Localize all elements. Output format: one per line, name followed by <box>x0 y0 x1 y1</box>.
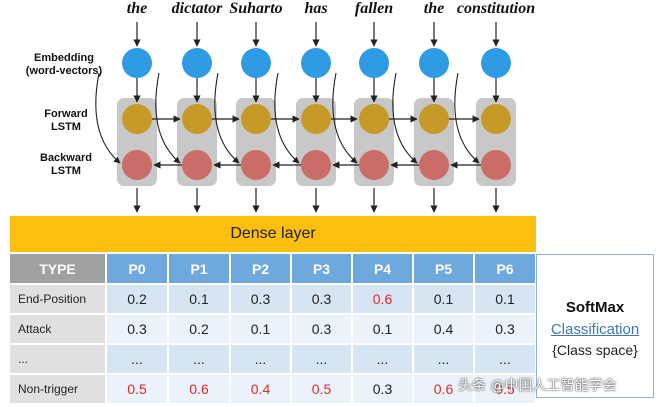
position-column-header: P6 <box>474 254 537 284</box>
position-column-header: P3 <box>291 254 353 284</box>
backward-input-arrow <box>155 72 181 164</box>
backward-lstm-node <box>241 150 271 180</box>
table-row: Attack 0.3 0.2 0.1 0.3 0.1 0.4 0.3 <box>10 313 537 344</box>
probability-cell: 0.3 <box>352 373 414 403</box>
probability-cell: 0.5 <box>106 373 169 403</box>
forward-lstm-node <box>419 104 449 134</box>
probability-cell: 0.4 <box>230 373 292 403</box>
probability-cell: 0.1 <box>230 313 292 344</box>
embedding-node <box>301 48 331 78</box>
position-column-header: P5 <box>413 254 475 284</box>
embedding-node <box>359 48 389 78</box>
probability-cell: 0.2 <box>106 283 169 314</box>
forward-lstm-node <box>122 104 152 134</box>
probability-cell: 0.1 <box>168 283 231 314</box>
forward-lstm-node <box>182 104 212 134</box>
probability-cell: 0.3 <box>230 283 292 314</box>
backward-lstm-node <box>419 150 449 180</box>
forward-lstm-label: Forward LSTM <box>26 108 106 134</box>
backward-lstm-node <box>301 150 331 180</box>
type-column-header: TYPE <box>10 254 107 284</box>
type-cell: Non-trigger <box>10 373 107 403</box>
probability-cell: 0.6 <box>352 283 414 314</box>
backward-label-line2: LSTM <box>51 165 81 177</box>
softmax-title: SoftMax <box>565 298 625 316</box>
input-word: Suharto <box>229 0 283 17</box>
backward-input-arrow <box>392 72 418 164</box>
position-column-header: P2 <box>230 254 292 284</box>
softmax-box: SoftMax Classification {Class space} <box>536 254 654 398</box>
dense-layer: Dense layer <box>10 216 536 252</box>
forward-label-line1: Forward <box>44 108 88 120</box>
input-word: the <box>126 0 148 17</box>
embedding-node <box>241 48 271 78</box>
probability-cell: 0.4 <box>413 313 475 344</box>
input-word: has <box>304 0 328 17</box>
probability-cell: ... <box>474 343 537 374</box>
backward-input-arrow <box>214 72 240 164</box>
dense-layer-label: Dense layer <box>230 225 316 242</box>
probability-cell: 0.3 <box>106 313 169 344</box>
backward-input-arrow <box>454 72 480 164</box>
probability-cell: 0.3 <box>474 313 537 344</box>
embedding-node <box>182 48 212 78</box>
probability-cell: 0.6 <box>413 373 475 403</box>
probability-cell: ... <box>413 343 475 374</box>
position-column-header: P1 <box>168 254 231 284</box>
table-header-row: TYPE P0 P1 P2 P3 P4 P5 P6 <box>10 254 537 284</box>
forward-lstm-node <box>301 104 331 134</box>
probability-cell: ... <box>352 343 414 374</box>
backward-lstm-label: Backward LSTM <box>26 152 106 178</box>
backward-lstm-node <box>182 150 212 180</box>
embedding-node <box>481 48 511 78</box>
probability-cell: ... <box>106 343 169 374</box>
probability-cell: 0.3 <box>291 283 353 314</box>
backward-input-arrow <box>332 72 358 164</box>
probability-cell: ... <box>168 343 231 374</box>
type-cell: ... <box>10 343 107 374</box>
input-word: constitution <box>456 0 536 17</box>
position-column-header: P4 <box>352 254 414 284</box>
classification-link[interactable]: Classification <box>550 320 640 338</box>
forward-lstm-node <box>359 104 389 134</box>
backward-lstm-node <box>122 150 152 180</box>
probability-cell: 0.1 <box>413 283 475 314</box>
backward-lstm-node <box>359 150 389 180</box>
probability-cell: 0.1 <box>474 283 537 314</box>
probability-table: TYPE P0 P1 P2 P3 P4 P5 P6 End-Position 0.2 0.1 0.3… <box>10 254 537 403</box>
backward-label-line1: Backward <box>40 152 92 164</box>
probability-cell: 0.3 <box>291 313 353 344</box>
probability-cell: 0.2 <box>168 313 231 344</box>
embedding-label-line2: (word-vectors) <box>25 65 103 77</box>
embedding-node <box>122 48 152 78</box>
forward-lstm-node <box>241 104 271 134</box>
forward-lstm-node <box>481 104 511 134</box>
forward-label-line2: LSTM <box>51 121 81 133</box>
table-row: ........................ <box>10 343 537 374</box>
probability-cell: ... <box>291 343 353 374</box>
probability-cell: ... <box>230 343 292 374</box>
type-cell: Attack <box>10 313 107 344</box>
probability-cell: 0.5 <box>474 373 537 403</box>
input-word: fallen <box>354 0 394 17</box>
input-word: dictator <box>171 0 223 17</box>
embedding-label: Embedding (word-vectors) <box>4 52 124 78</box>
class-space-label: {Class space} <box>552 341 638 358</box>
type-cell: End-Position <box>10 283 107 314</box>
table-row: Non-trigger 0.5 0.6 0.4 0.5 0.3 0.6 0.5 <box>10 373 537 403</box>
backward-input-arrow <box>95 72 121 164</box>
bilstm-diagram <box>95 22 516 213</box>
embedding-label-line1: Embedding <box>34 52 94 64</box>
backward-lstm-node <box>481 150 511 180</box>
embedding-node <box>419 48 449 78</box>
watermark: 头条 @中国人工智能学会 <box>458 378 617 394</box>
input-word: the <box>423 0 445 17</box>
probability-cell: 0.1 <box>352 313 414 344</box>
probability-cell: 0.5 <box>291 373 353 403</box>
position-column-header: P0 <box>106 254 169 284</box>
table-row: End-Position 0.2 0.1 0.3 0.3 0.6 0.1 0.1 <box>10 283 537 314</box>
backward-input-arrow <box>274 72 300 164</box>
probability-cell: 0.6 <box>168 373 231 403</box>
